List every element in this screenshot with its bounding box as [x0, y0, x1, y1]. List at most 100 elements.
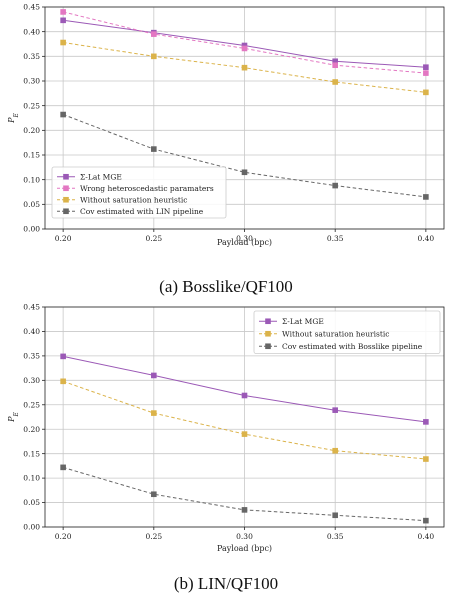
y-tick-label: 0.05	[23, 498, 40, 507]
data-point	[241, 169, 248, 176]
legend-marker	[63, 208, 69, 215]
legend-marker	[63, 173, 69, 180]
data-point	[241, 64, 248, 71]
y-tick-label: 0.15	[23, 151, 40, 160]
data-point	[151, 410, 157, 416]
legend-entry: Without saturation heuristic	[80, 195, 187, 204]
legend-entry: Cov estimated with Bosslike pipeline	[282, 342, 423, 351]
data-point	[60, 17, 66, 24]
data-point	[423, 70, 429, 76]
legend-box	[51, 166, 227, 219]
series-2	[60, 39, 429, 96]
x-tick-label: 0.40	[418, 532, 435, 541]
data-point	[241, 45, 248, 52]
data-point	[60, 39, 66, 46]
data-point	[423, 456, 429, 462]
y-tick-label: 0.40	[23, 327, 40, 336]
data-point	[151, 31, 157, 37]
data-point	[332, 58, 338, 65]
data-point	[423, 64, 429, 70]
y-tick-label: 0.35	[23, 351, 40, 360]
data-point	[60, 9, 66, 15]
series-1	[60, 9, 429, 76]
y-tick-label: 0.25	[23, 400, 40, 409]
y-axis-label: PE	[7, 412, 20, 423]
data-point	[332, 62, 338, 69]
chart-b: 0.00 0.05 0.10 0.15 0.20 0.25 0.30 0.35 0.40 0.45…	[7, 303, 445, 593]
x-tick-label: 0.40	[418, 234, 435, 243]
series-3	[60, 111, 429, 200]
data-point	[151, 146, 157, 152]
x-tick-label: 0.35	[327, 532, 344, 541]
x-tick-label: 0.20	[55, 234, 72, 243]
y-tick-label: 0.25	[23, 101, 40, 110]
chart-caption: (a) Bosslike/QF100	[159, 277, 293, 296]
legend-marker	[265, 343, 271, 350]
legend-marker	[63, 196, 69, 203]
data-point	[423, 194, 429, 200]
legend-entry: Without saturation heuristic	[282, 329, 389, 338]
data-point	[60, 111, 66, 118]
y-tick-label: 0.00	[23, 523, 40, 532]
y-tick-label: 0.10	[23, 474, 40, 483]
series-line	[62, 114, 426, 198]
legend-entry: Wrong heteroscedastic paramaters	[80, 184, 214, 193]
legend-marker	[265, 318, 271, 325]
data-point	[151, 53, 157, 60]
data-point	[332, 79, 338, 85]
x-tick-label: 0.30	[236, 532, 253, 541]
legend-entry: Cov estimated with LIN pipeline	[80, 207, 204, 216]
x-tick-label: 0.20	[55, 532, 72, 541]
x-tick-label: 0.25	[145, 532, 162, 541]
y-tick-label: 0.15	[23, 449, 40, 458]
series-0	[60, 353, 429, 425]
x-tick-label: 0.30	[236, 234, 253, 243]
data-point	[332, 407, 338, 413]
y-tick-label: 0.20	[23, 126, 40, 135]
x-axis-label: Payload (bpc)	[217, 544, 272, 553]
data-point	[332, 512, 338, 519]
y-tick-label: 0.10	[23, 175, 40, 184]
x-tick-label: 0.35	[327, 234, 344, 243]
data-point	[241, 42, 248, 49]
data-point	[241, 431, 248, 437]
chart-caption: (b) LIN/QF100	[174, 574, 278, 593]
plot-frame	[44, 306, 445, 528]
data-point	[332, 447, 338, 454]
y-tick-label: 0.20	[23, 425, 40, 434]
y-axis-label: PE	[7, 113, 20, 124]
y-tick-label: 0.30	[23, 77, 40, 86]
series-1	[60, 378, 429, 462]
legend-marker	[63, 185, 69, 192]
y-tick-label: 0.40	[23, 27, 40, 36]
legend: Σ-Lat MGE Without saturation heuristic Cov…	[253, 310, 441, 354]
data-point	[241, 507, 248, 513]
x-axis-label: Payload (bpc)	[217, 238, 272, 247]
y-tick-label: 0.35	[23, 52, 40, 61]
data-point	[423, 419, 429, 425]
data-point	[423, 89, 429, 96]
legend-entry: Σ-Lat MGE	[282, 317, 324, 326]
data-point	[60, 464, 66, 471]
y-tick-label: 0.05	[23, 200, 40, 209]
data-point	[60, 378, 66, 385]
data-point	[60, 353, 66, 360]
data-point	[241, 392, 248, 399]
data-point	[151, 491, 157, 498]
legend-entry: Σ-Lat MGE	[80, 172, 122, 181]
y-tick-label: 0.45	[23, 303, 40, 312]
legend-box	[253, 310, 441, 354]
series-line	[62, 11, 426, 74]
data-point	[332, 182, 338, 189]
y-tick-label: 0.00	[23, 225, 40, 234]
y-tick-label: 0.30	[23, 376, 40, 385]
chart-a: 0.00 0.05 0.10 0.15 0.20 0.25 0.30 0.35 0.40 0.45…	[7, 3, 445, 296]
legend-marker	[265, 330, 271, 337]
data-point	[151, 372, 157, 379]
plot-frame	[44, 6, 445, 230]
data-point	[423, 517, 429, 524]
y-tick-label: 0.45	[23, 3, 40, 12]
legend: Σ-Lat MGE Wrong heteroscedastic paramater…	[51, 166, 227, 219]
series-2	[60, 464, 429, 524]
